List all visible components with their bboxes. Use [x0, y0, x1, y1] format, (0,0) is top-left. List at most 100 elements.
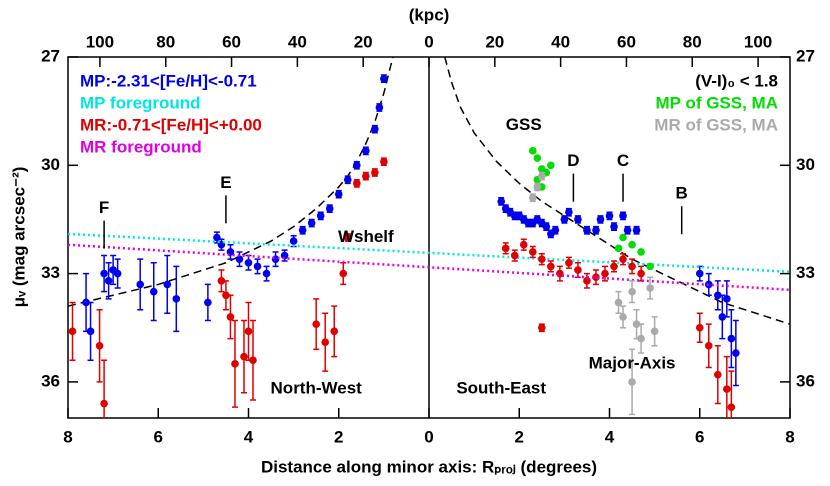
- x2-tick-label: 100: [744, 32, 772, 51]
- x-tick-label: 2: [334, 427, 343, 446]
- data-point: [723, 385, 731, 393]
- data-point: [637, 334, 645, 343]
- legend-entry: MP foreground: [80, 93, 201, 112]
- data-point: [538, 323, 546, 332]
- data-point: [307, 219, 316, 227]
- data-point: [727, 403, 736, 411]
- data-point: [533, 154, 542, 162]
- y-tick-label: 36: [41, 371, 60, 390]
- data-point: [614, 244, 623, 253]
- data-point: [704, 342, 713, 350]
- data-point: [213, 233, 221, 242]
- y-tick-label: 33: [41, 263, 60, 282]
- data-point: [334, 190, 343, 198]
- y-tick-label-right: 36: [796, 371, 815, 390]
- x2-tick-label: 80: [683, 32, 702, 51]
- x-tick-label: 4: [244, 427, 254, 446]
- legend-entry: MR:-0.71<[Fe/H]<+0.00: [80, 115, 262, 134]
- x-axis-label: Distance along minor axis: Rₚᵣₒⱼ (degree…: [261, 457, 597, 476]
- data-point: [610, 222, 618, 231]
- data-point: [646, 284, 654, 292]
- data-point: [605, 212, 614, 220]
- data-point: [519, 240, 528, 249]
- data-point: [718, 313, 727, 321]
- data-point: [249, 356, 257, 365]
- data-point: [551, 226, 560, 235]
- data-point: [231, 360, 239, 368]
- data-point: [113, 269, 122, 278]
- data-point: [68, 327, 77, 336]
- data-point: [619, 233, 627, 242]
- data-point: [371, 125, 379, 133]
- data-point: [538, 172, 546, 180]
- data-point: [528, 147, 537, 155]
- data-point: [380, 74, 388, 83]
- data-point: [614, 298, 623, 307]
- data-point: [375, 103, 384, 112]
- data-point: [727, 334, 736, 343]
- data-point: [592, 226, 600, 235]
- data-point: [592, 273, 600, 282]
- data-point: [204, 298, 212, 307]
- x2-tick-label: 20: [485, 32, 504, 51]
- data-point: [628, 240, 636, 249]
- x-tick-label: 0: [424, 427, 433, 446]
- x2-tick-label: 100: [86, 32, 114, 51]
- data-point: [253, 262, 262, 271]
- data-point: [628, 378, 636, 386]
- annotation: F: [99, 198, 109, 217]
- x2-tick-label: 0: [424, 32, 433, 51]
- x-tick-label: 4: [605, 427, 615, 446]
- data-point: [501, 244, 510, 253]
- data-point: [596, 215, 605, 224]
- x2-tick-label: 60: [222, 32, 241, 51]
- data-point: [583, 277, 591, 285]
- x2-tick-label: 40: [551, 32, 570, 51]
- data-point: [321, 338, 330, 346]
- data-point: [325, 204, 334, 213]
- data-point: [628, 287, 636, 296]
- data-point: [136, 280, 144, 289]
- data-point: [704, 280, 713, 289]
- data-point: [100, 269, 108, 278]
- data-point: [628, 262, 636, 271]
- data-point: [353, 179, 361, 188]
- y-tick-label: 30: [41, 155, 60, 174]
- y-tick-label-right: 33: [796, 263, 815, 282]
- data-point: [574, 215, 582, 224]
- data-point: [244, 327, 253, 336]
- data-point: [547, 161, 555, 170]
- annotation: C: [617, 151, 629, 170]
- data-point: [280, 251, 289, 260]
- data-point: [217, 277, 226, 285]
- data-point: [565, 258, 573, 267]
- y-tick-label-right: 30: [796, 155, 815, 174]
- data-point: [547, 262, 555, 271]
- y-axis-label: μᵥ (mag arcsec⁻²): [9, 167, 28, 308]
- data-point: [149, 287, 158, 296]
- x2-tick-label: 40: [288, 32, 307, 51]
- data-point: [353, 161, 361, 170]
- data-point: [714, 291, 722, 300]
- x2-axis-label: (kpc): [409, 5, 450, 24]
- y-tick-label-right: 27: [796, 46, 815, 65]
- annotation: Wshelf: [338, 227, 394, 246]
- data-point: [163, 280, 172, 289]
- x-tick-label: 6: [154, 427, 163, 446]
- data-point: [330, 327, 339, 336]
- data-point: [632, 320, 641, 328]
- data-point: [623, 226, 632, 235]
- data-point: [610, 262, 618, 271]
- data-point: [695, 323, 704, 332]
- data-point: [619, 255, 627, 263]
- legend-entry: MP of GSS, MA: [656, 93, 778, 112]
- data-point: [343, 233, 352, 242]
- data-point: [732, 349, 740, 357]
- legend-entry: MP:-2.31<[Fe/H]<-0.71: [80, 71, 257, 90]
- data-point: [240, 352, 248, 361]
- data-point: [619, 313, 627, 321]
- data-point: [646, 262, 654, 271]
- data-point: [695, 269, 704, 278]
- data-point: [723, 295, 731, 303]
- data-point: [637, 269, 645, 278]
